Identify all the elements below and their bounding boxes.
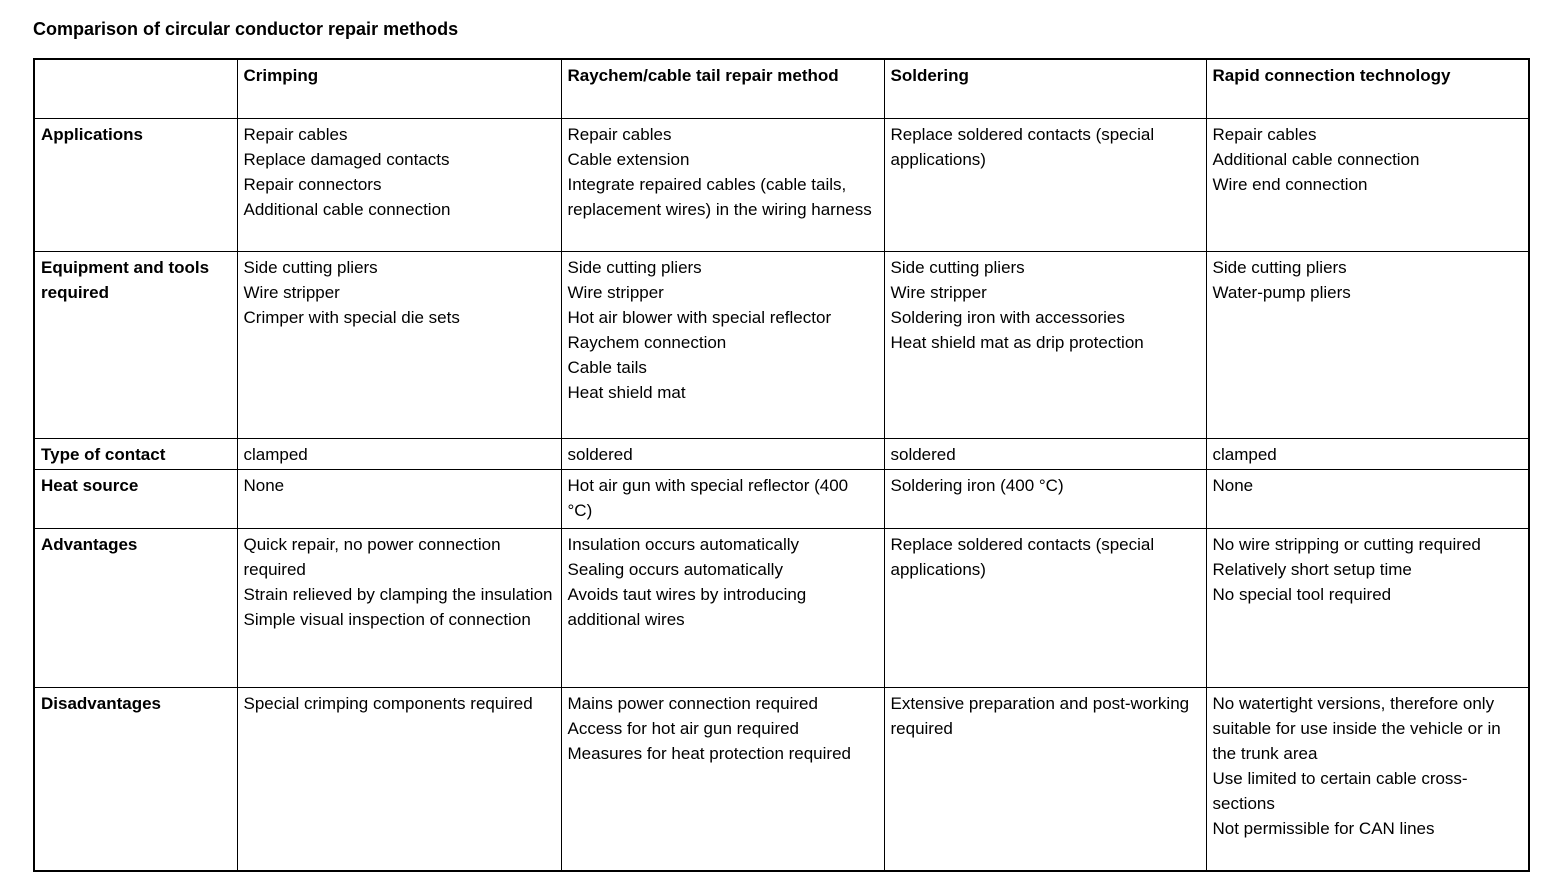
cell-line: Cable extension xyxy=(567,149,690,169)
cell-line: Additional cable connection xyxy=(243,199,451,219)
cell-line: Heat shield mat as drip protection xyxy=(890,332,1144,352)
table-cell: None xyxy=(236,468,562,529)
corner-header-cell xyxy=(33,58,238,119)
cell-line: No special tool required xyxy=(1212,584,1392,604)
table-cell: Quick repair, no power connection requir… xyxy=(236,527,562,688)
cell-line: No wire stripping or cutting required xyxy=(1212,534,1481,554)
cell-line: Replace damaged contacts xyxy=(243,149,450,169)
cell-line: Raychem connection xyxy=(567,332,727,352)
table-cell: Repair cables Cable extension Integrate re… xyxy=(560,117,885,252)
cell-line: Heat shield mat xyxy=(567,382,686,402)
cell-line: Side cutting pliers xyxy=(567,257,702,277)
cell-line: clamped xyxy=(1212,444,1277,464)
cell-line: Water-pump pliers xyxy=(1212,282,1351,302)
cell-line: Wire stripper xyxy=(243,282,340,302)
cell-line: Quick repair, no power connection requir… xyxy=(243,534,501,579)
row-label: Type of contact xyxy=(33,437,238,470)
table-cell: soldered xyxy=(560,437,885,470)
cell-line: soldered xyxy=(890,444,956,464)
cell-line: Wire stripper xyxy=(567,282,664,302)
column-header: Soldering xyxy=(883,58,1207,119)
table-cell: None xyxy=(1205,468,1530,529)
cell-line: Repair cables xyxy=(243,124,348,144)
cell-line: Cable tails xyxy=(567,357,647,377)
table-cell: Mains power connection required Access fo… xyxy=(560,686,885,872)
cell-line: Extensive preparation and post-working r… xyxy=(890,693,1190,738)
cell-line: Soldering iron (400 °C) xyxy=(890,475,1064,495)
cell-line: Repair cables xyxy=(567,124,672,144)
column-header: Raychem/cable tail repair method xyxy=(560,58,885,119)
cell-line: Replace soldered contacts (special appli… xyxy=(890,534,1155,579)
row-label: Heat source xyxy=(33,468,238,529)
cell-line: Measures for heat protection required xyxy=(567,743,852,763)
table-row: Type of contact clamped soldered soldered cl… xyxy=(33,437,1530,470)
table-header: Crimping Raychem/cable tail repair method… xyxy=(33,58,1530,119)
table-body: Applications Repair cables Replace damaged… xyxy=(33,117,1530,872)
table-cell: clamped xyxy=(1205,437,1530,470)
row-label: Disadvantages xyxy=(33,686,238,872)
cell-line: Sealing occurs automatically xyxy=(567,559,783,579)
cell-line: Special crimping components required xyxy=(243,693,533,713)
cell-line: Wire stripper xyxy=(890,282,987,302)
cell-line: Repair cables xyxy=(1212,124,1317,144)
table-cell: clamped xyxy=(236,437,562,470)
row-label: Advantages xyxy=(33,527,238,688)
cell-line: Access for hot air gun required xyxy=(567,718,800,738)
table-cell: No watertight versions, therefore only s… xyxy=(1205,686,1530,872)
page-title: Comparison of circular conductor repair … xyxy=(33,19,459,39)
cell-line: No watertight versions, therefore only s… xyxy=(1212,693,1501,763)
cell-line: Repair connectors xyxy=(243,174,382,194)
cell-line: Crimper with special die sets xyxy=(243,307,460,327)
cell-line: Avoids taut wires by introducing additio… xyxy=(567,584,807,629)
table-cell: No wire stripping or cutting required Rel… xyxy=(1205,527,1530,688)
table-row: Disadvantages Special crimping components… xyxy=(33,686,1530,872)
cell-line: Relatively short setup time xyxy=(1212,559,1412,579)
table-cell: Side cutting pliers Wire stripper Hot air … xyxy=(560,250,885,439)
table-cell: Side cutting pliers Wire stripper Crimper … xyxy=(236,250,562,439)
cell-line: Soldering iron with accessories xyxy=(890,307,1125,327)
row-label: Equipment and tools required xyxy=(33,250,238,439)
cell-line: Mains power connection required xyxy=(567,693,818,713)
cell-line: Wire end connection xyxy=(1212,174,1368,194)
table-row: Advantages Quick repair, no power connect… xyxy=(33,527,1530,688)
table-cell: Hot air gun with special reflector (400 … xyxy=(560,468,885,529)
cell-line: soldered xyxy=(567,444,633,464)
cell-line: Additional cable connection xyxy=(1212,149,1420,169)
cell-line: Hot air blower with special reflector xyxy=(567,307,832,327)
comparison-table: Crimping Raychem/cable tail repair method… xyxy=(33,58,1530,872)
cell-line: None xyxy=(243,475,285,495)
table-cell: Insulation occurs automatically Sealing o… xyxy=(560,527,885,688)
row-label: Applications xyxy=(33,117,238,252)
cell-line: Strain relieved by clamping the insulati… xyxy=(243,584,553,604)
table-header-row: Crimping Raychem/cable tail repair method… xyxy=(33,58,1530,119)
cell-line: Not permissible for CAN lines xyxy=(1212,818,1435,838)
cell-line: Hot air gun with special reflector (400 … xyxy=(567,475,849,520)
cell-line: Simple visual inspection of connection xyxy=(243,609,531,629)
table-cell: soldered xyxy=(883,437,1207,470)
cell-line: None xyxy=(1212,475,1254,495)
cell-line: Integrate repaired cables (cable tails, … xyxy=(567,174,872,219)
cell-line: Side cutting pliers xyxy=(890,257,1025,277)
cell-line: clamped xyxy=(243,444,308,464)
table-row: Applications Repair cables Replace damaged… xyxy=(33,117,1530,252)
cell-line: Use limited to certain cable cross-secti… xyxy=(1212,768,1468,813)
cell-line: Replace soldered contacts (special appli… xyxy=(890,124,1155,169)
table-cell: Replace soldered contacts (special appli… xyxy=(883,117,1207,252)
table-row: Equipment and tools required Side cutting… xyxy=(33,250,1530,439)
column-header: Crimping xyxy=(236,58,562,119)
table-cell: Repair cables Additional cable connection… xyxy=(1205,117,1530,252)
table-cell: Special crimping components required xyxy=(236,686,562,872)
cell-line: Side cutting pliers xyxy=(1212,257,1347,277)
column-header: Rapid connection technology xyxy=(1205,58,1530,119)
table-cell: Side cutting pliers Wire stripper Solderin… xyxy=(883,250,1207,439)
table-cell: Repair cables Replace damaged contacts Rep… xyxy=(236,117,562,252)
table-cell: Soldering iron (400 °C) xyxy=(883,468,1207,529)
table-cell: Replace soldered contacts (special appli… xyxy=(883,527,1207,688)
table-cell: Extensive preparation and post-working r… xyxy=(883,686,1207,872)
table-cell: Side cutting pliers Water-pump pliers xyxy=(1205,250,1530,439)
table-row: Heat source None Hot air gun with special … xyxy=(33,468,1530,529)
cell-line: Side cutting pliers xyxy=(243,257,378,277)
cell-line: Insulation occurs automatically xyxy=(567,534,800,554)
